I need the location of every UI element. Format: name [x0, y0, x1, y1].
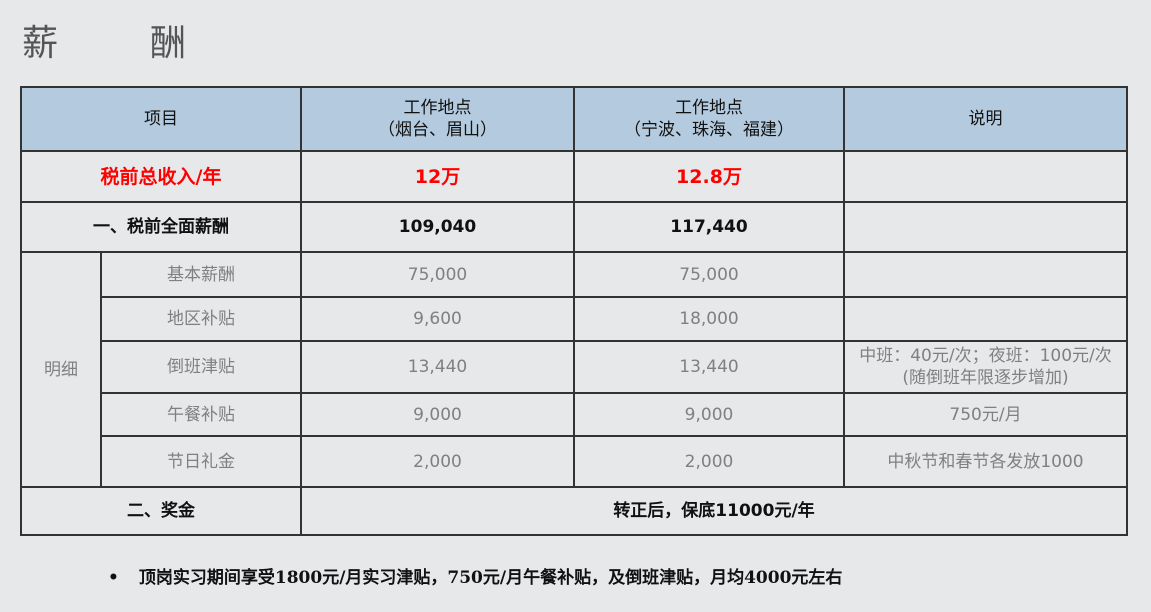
detail-b: 75,000 [573, 251, 845, 298]
header-location-2: 工作地点 （宁波、珠海、福建） [573, 86, 845, 152]
total-b: 12.8万 [573, 150, 845, 203]
bonus-label: 二、奖金 [20, 486, 302, 536]
detail-note: 中班：40元/次；夜班：100元/次 (随倒班年限逐步增加) [843, 340, 1128, 394]
detail-label: 午餐补贴 [100, 392, 302, 437]
detail-group-label: 明细 [20, 251, 102, 488]
comp-label: 一、税前全面薪酬 [20, 201, 302, 253]
comp-row: 一、税前全面薪酬 109,040 117,440 [20, 201, 1128, 253]
detail-label: 节日礼金 [100, 435, 302, 488]
bullet-icon: • [108, 568, 119, 588]
comp-note [843, 201, 1128, 253]
detail-note: 中秋节和春节各发放1000 [843, 435, 1128, 488]
total-a: 12万 [300, 150, 575, 203]
detail-label: 倒班津贴 [100, 340, 302, 394]
header-location-1: 工作地点 （烟台、眉山） [300, 86, 575, 152]
table-header-row: 项目 工作地点 （烟台、眉山） 工作地点 （宁波、珠海、福建） 说明 [20, 86, 1128, 152]
comp-b: 117,440 [573, 201, 845, 253]
detail-note [843, 251, 1128, 298]
detail-a: 9,600 [300, 296, 575, 342]
detail-b: 18,000 [573, 296, 845, 342]
page-title: 薪 酬 [22, 23, 215, 64]
detail-a: 2,000 [300, 435, 575, 488]
bonus-row: 二、奖金 转正后，保底11000元/年 [20, 486, 1128, 536]
detail-note [843, 296, 1128, 342]
header-note: 说明 [843, 86, 1128, 152]
detail-a: 75,000 [300, 251, 575, 298]
table-row: 明细 基本薪酬 75,000 75,000 [20, 251, 1128, 488]
detail-label: 基本薪酬 [100, 251, 302, 298]
table-row: 倒班津贴 13,440 13,440 中班：40元/次；夜班：100元/次 (随倒… [21, 340, 1128, 394]
detail-b: 2,000 [573, 435, 845, 488]
detail-label: 地区补贴 [100, 296, 302, 342]
detail-note: 750元/月 [843, 392, 1128, 437]
detail-b: 13,440 [573, 340, 845, 394]
detail-b: 9,000 [573, 392, 845, 437]
bonus-value: 转正后，保底11000元/年 [300, 486, 1128, 536]
header-item: 项目 [20, 86, 302, 152]
footnote-text: 顶岗实习期间享受1800元/月实习津贴，750元/月午餐补贴，及倒班津贴，月均4… [138, 568, 843, 588]
total-income-row: 税前总收入/年 12万 12.8万 [20, 150, 1128, 203]
table-row: 地区补贴 9,600 18,000 [21, 296, 1128, 342]
total-label: 税前总收入/年 [20, 150, 302, 203]
footnote: • 顶岗实习期间享受1800元/月实习津贴，750元/月午餐补贴，及倒班津贴，月均… [108, 563, 842, 588]
comp-a: 109,040 [300, 201, 575, 253]
detail-a: 9,000 [300, 392, 575, 437]
detail-a: 13,440 [300, 340, 575, 394]
table-row: 午餐补贴 9,000 9,000 750元/月 [21, 392, 1128, 437]
salary-table: 项目 工作地点 （烟台、眉山） 工作地点 （宁波、珠海、福建） 说明 税前总收入/年… [20, 86, 1128, 536]
total-note [843, 150, 1128, 203]
table-row: 节日礼金 2,000 2,000 中秋节和春节各发放1000 [21, 435, 1128, 488]
